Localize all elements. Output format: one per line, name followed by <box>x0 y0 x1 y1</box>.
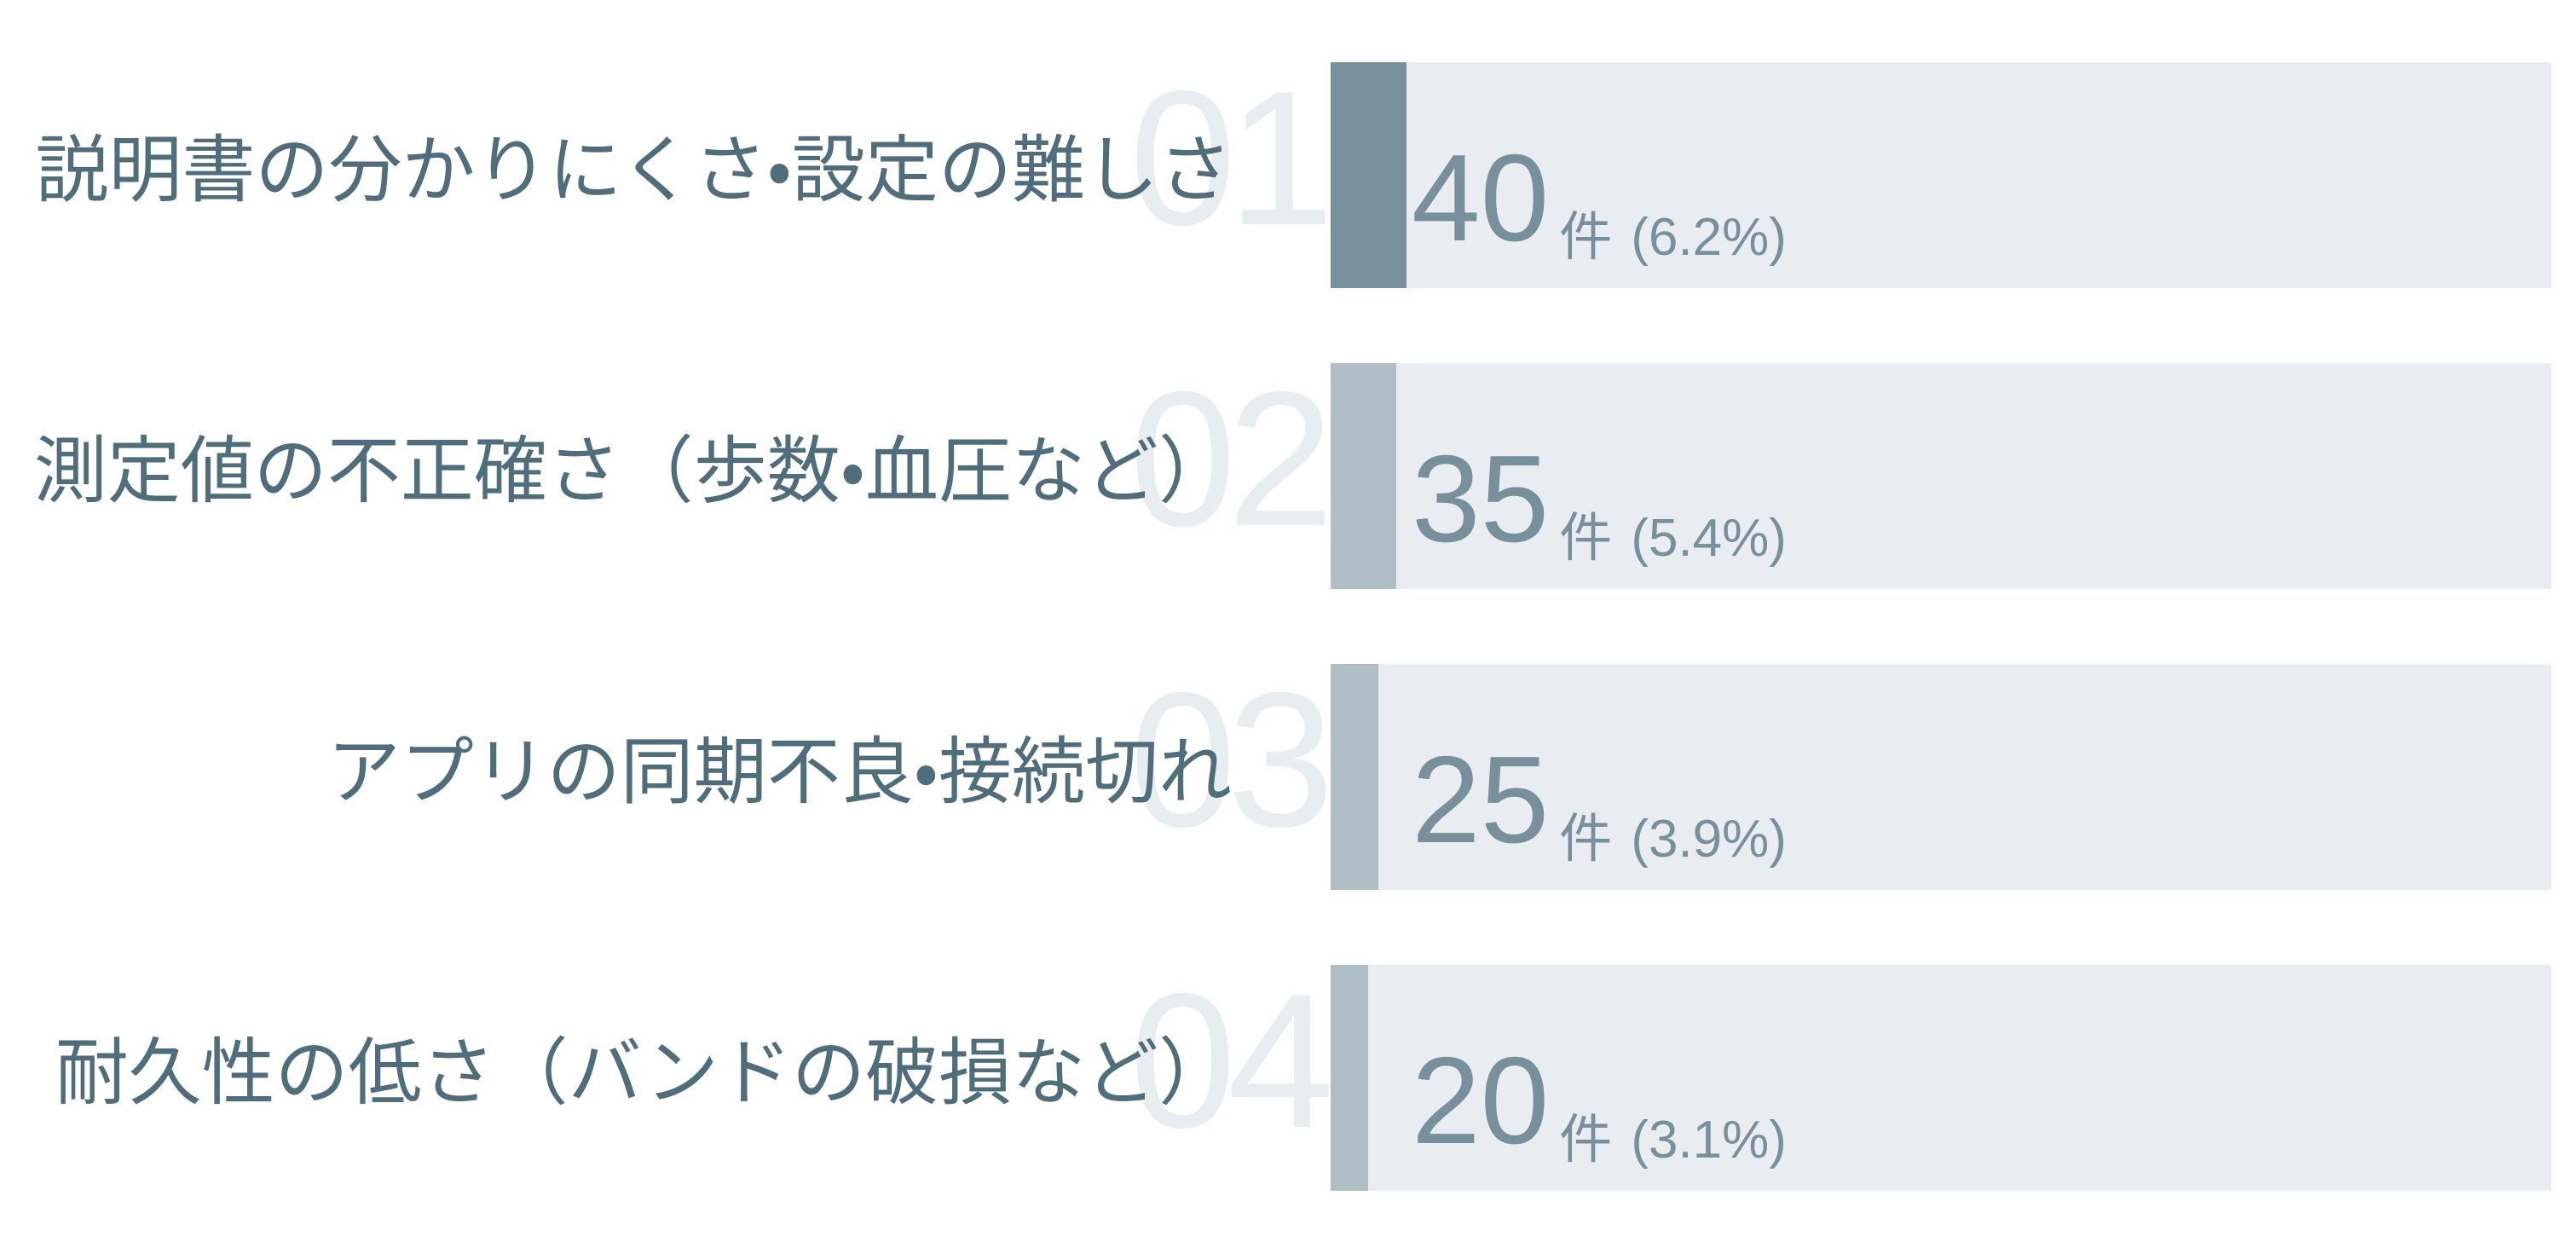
value-percent-1: (6.2%) <box>1631 208 1787 267</box>
chart-row-4: 04 耐久性の低さ（バンドの破損など） 20 件 (3.1%) <box>0 965 2576 1191</box>
value-percent-2: (5.4%) <box>1631 509 1787 568</box>
value-number-2: 35 <box>1412 430 1550 568</box>
rank-number-2: 02 <box>1129 351 1334 566</box>
rank-number-3: 03 <box>1129 652 1334 867</box>
rank-number-1: 01 <box>1129 50 1334 265</box>
value-text-1: 40 件 (6.2%) <box>1412 136 1787 264</box>
value-number-3: 25 <box>1412 730 1550 869</box>
chart-row-2: 02 測定値の不正確さ（歩数・血圧など） 35 件 (5.4%) <box>0 363 2576 589</box>
bar-track-3: 25 件 (3.9%) <box>1331 664 2551 890</box>
value-number-1: 40 <box>1412 129 1550 267</box>
bar-track-2: 35 件 (5.4%) <box>1331 363 2551 589</box>
bar-fill-4 <box>1331 965 1369 1191</box>
category-label-3: アプリの同期不良・接続切れ <box>326 730 1232 813</box>
value-unit-2: 件 <box>1559 509 1613 568</box>
bar-track-4: 20 件 (3.1%) <box>1331 965 2551 1191</box>
bar-fill-3 <box>1331 664 1378 890</box>
value-text-2: 35 件 (5.4%) <box>1412 437 1787 565</box>
value-text-3: 25 件 (3.9%) <box>1412 738 1787 866</box>
bar-track-1: 40 件 (6.2%) <box>1331 62 2551 288</box>
value-number-4: 20 <box>1412 1031 1550 1169</box>
bar-fill-2 <box>1331 363 1397 589</box>
value-text-4: 20 件 (3.1%) <box>1412 1039 1787 1167</box>
category-label-2: 測定値の不正確さ（歩数・血圧など） <box>33 430 1232 512</box>
bar-fill-1 <box>1331 62 1406 288</box>
value-unit-1: 件 <box>1559 208 1613 267</box>
value-unit-4: 件 <box>1559 1111 1613 1169</box>
category-label-4: 耐久性の低さ（バンドの破損など） <box>55 1031 1232 1114</box>
chart-row-3: 03 アプリの同期不良・接続切れ 25 件 (3.9%) <box>0 664 2576 890</box>
category-label-1: 説明書の分かりにくさ・設定の難しさ <box>35 129 1232 211</box>
chart-row-1: 01 説明書の分かりにくさ・設定の難しさ 40 件 (6.2%) <box>0 62 2576 288</box>
value-unit-3: 件 <box>1559 810 1613 869</box>
rank-number-4: 04 <box>1129 953 1334 1168</box>
value-percent-3: (3.9%) <box>1631 810 1787 869</box>
value-percent-4: (3.1%) <box>1631 1111 1787 1169</box>
